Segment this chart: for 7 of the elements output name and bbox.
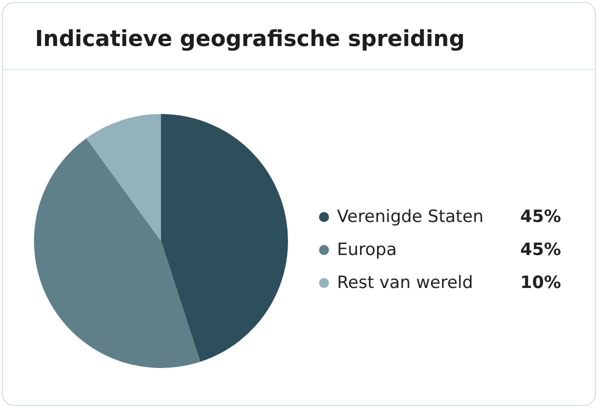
data-label: 10% — [519, 272, 561, 292]
legend-label: Europa — [337, 240, 398, 260]
legend-label: Verenigde Staten — [337, 206, 485, 226]
legend-label: Rest van wereld — [337, 272, 474, 292]
data-label: 45% — [519, 240, 561, 260]
chart-title: Indicatieve geografische spreiding — [35, 27, 465, 52]
data-label: 45% — [519, 206, 561, 226]
